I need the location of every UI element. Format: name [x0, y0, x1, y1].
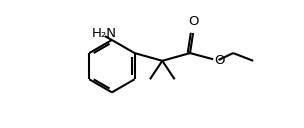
Text: H₂N: H₂N: [92, 27, 117, 40]
Text: O: O: [215, 54, 225, 67]
Text: O: O: [188, 15, 199, 28]
